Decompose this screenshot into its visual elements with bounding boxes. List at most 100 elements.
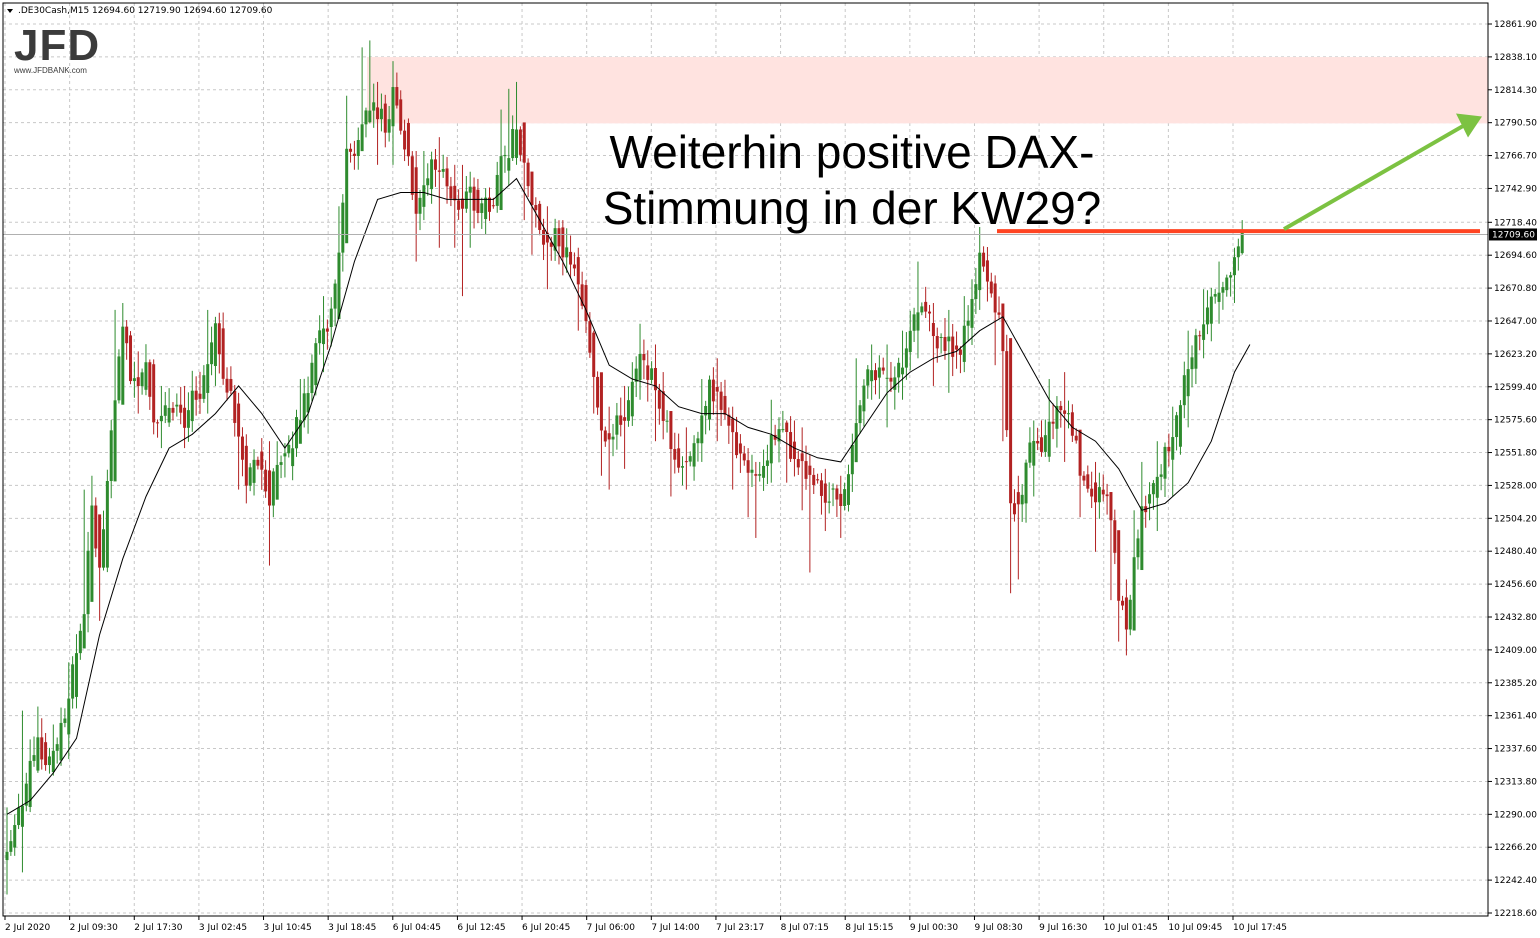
candle-body [1070, 412, 1074, 436]
candle-body [1039, 437, 1043, 452]
candle-body [167, 407, 171, 423]
candle-body [356, 140, 360, 156]
candle-body [372, 102, 376, 111]
candle-body [468, 186, 472, 193]
candle-body [341, 202, 345, 253]
candle-body [507, 158, 511, 171]
candle-body [638, 354, 642, 381]
candle-body [1225, 277, 1229, 291]
x-tick-label: 8 Jul 15:15 [845, 923, 893, 933]
candle-body [345, 148, 349, 244]
candle-body [1005, 351, 1009, 431]
candle-body [596, 376, 600, 408]
candle-body [650, 368, 654, 380]
candle-body [186, 410, 190, 428]
candle-body [86, 550, 90, 615]
candle-body [615, 415, 619, 435]
candle-body [862, 385, 866, 412]
candle-body [1186, 369, 1190, 397]
candle-body [750, 469, 754, 473]
candle-body [912, 314, 916, 331]
candle-body [935, 336, 939, 349]
candle-body [121, 326, 125, 405]
candle-body [735, 432, 739, 456]
candle-body [881, 367, 885, 371]
candle-body [194, 390, 198, 400]
x-tick-label: 2 Jul 2020 [5, 923, 50, 933]
logo-mark: JFD [14, 21, 100, 70]
y-tick-label: 12623.20 [1494, 350, 1537, 360]
candle-body [599, 372, 603, 431]
candle-body [472, 186, 476, 211]
candle-body [1140, 506, 1144, 571]
candle-body [202, 375, 206, 399]
candle-body [379, 108, 383, 120]
candle-body [283, 453, 287, 457]
x-tick-label: 8 Jul 07:15 [781, 923, 829, 933]
candle-body [422, 185, 426, 207]
candle-body [866, 369, 870, 386]
candle-body [484, 197, 488, 220]
candle-body [1236, 246, 1240, 258]
candle-body [823, 483, 827, 503]
candle-body [306, 393, 310, 413]
candle-body [897, 362, 901, 378]
candle-body [406, 122, 410, 157]
candle-body [758, 474, 762, 476]
candle-body [63, 718, 67, 723]
y-tick-label: 12551.80 [1494, 449, 1537, 459]
jfd-logo: JFD www.JFDBANK.com [13, 21, 100, 75]
candle-body [179, 404, 183, 413]
candle-body [1082, 475, 1086, 481]
candle-body [314, 343, 318, 386]
candle-body [1078, 429, 1082, 476]
candle-body [383, 103, 387, 133]
candle-body [213, 323, 217, 367]
candle-body [874, 370, 877, 381]
candle-body [136, 377, 140, 387]
candle-body [1012, 503, 1016, 515]
candle-body [117, 356, 121, 401]
candle-body [951, 336, 955, 357]
candle-body [159, 415, 163, 422]
candle-body [843, 489, 847, 507]
candle-body [310, 362, 314, 394]
candle-body [665, 420, 669, 422]
candle-body [476, 189, 480, 213]
candle-body [870, 370, 874, 382]
time-axis: 2 Jul 2020 2 Jul 09:30 2 Jul 17:30 3 Jul 02… [4, 916, 1287, 933]
candle-body [762, 465, 766, 478]
candle-body [403, 130, 407, 150]
trend-arrow-shaft [1283, 123, 1465, 231]
candle-body [399, 99, 403, 131]
candle-body [5, 851, 9, 861]
candle-body [171, 407, 175, 413]
candle-body [1086, 474, 1090, 489]
candle-body [773, 434, 777, 440]
candle-body [59, 722, 63, 761]
candle-body [746, 460, 750, 473]
candle-body [696, 438, 700, 444]
candle-body [51, 750, 55, 773]
candle-body [1136, 538, 1140, 558]
candle-body [298, 420, 302, 444]
candle-body [808, 465, 812, 475]
candle-body [1024, 462, 1028, 504]
candle-body [955, 345, 959, 350]
y-tick-label: 12575.60 [1494, 416, 1537, 426]
candle-body [495, 174, 499, 206]
candle-body [1101, 489, 1105, 495]
candle-body [835, 488, 839, 500]
candle-body [318, 330, 322, 344]
candle-body [152, 364, 156, 423]
dropdown-triangle-icon[interactable] [7, 9, 13, 13]
candle-body [962, 325, 966, 362]
candle-body [1148, 494, 1152, 504]
candle-body [1047, 421, 1051, 457]
candle-body [1178, 405, 1182, 447]
candle-body [1016, 492, 1020, 505]
candle-body [433, 159, 437, 170]
candle-body [588, 321, 592, 353]
candle-body [190, 390, 194, 422]
chart-header: .DE30Cash,M15 12694.60 12719.90 12694.60… [7, 6, 273, 16]
